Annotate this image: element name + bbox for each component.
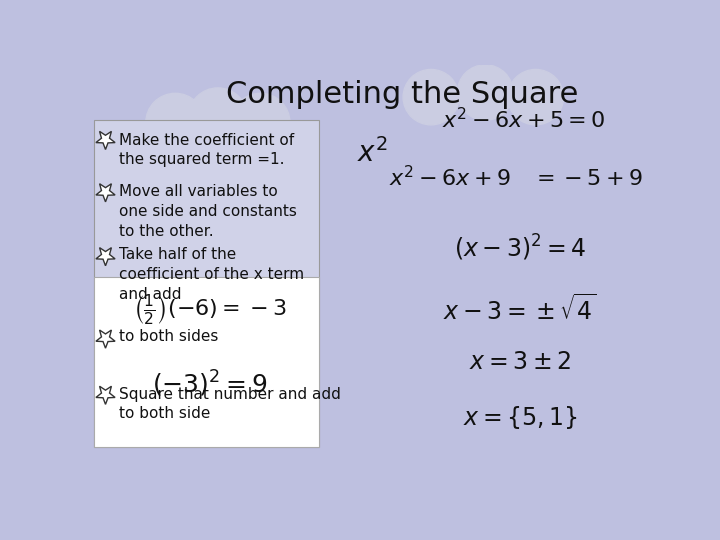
- Text: to both sides: to both sides: [120, 329, 219, 344]
- Circle shape: [457, 65, 513, 120]
- Text: $x^2 - 6x + 5 = 0$: $x^2 - 6x + 5 = 0$: [442, 107, 606, 132]
- Text: $x = 3\pm 2$: $x = 3\pm 2$: [469, 350, 571, 374]
- Circle shape: [508, 70, 564, 125]
- Polygon shape: [96, 330, 115, 348]
- Text: $x^2$: $x^2$: [357, 138, 388, 168]
- FancyBboxPatch shape: [94, 120, 319, 448]
- FancyBboxPatch shape: [94, 276, 319, 448]
- Polygon shape: [96, 131, 115, 150]
- Text: Take half of the
coefficient of the x term
and add: Take half of the coefficient of the x te…: [120, 247, 305, 302]
- Circle shape: [189, 88, 248, 146]
- Circle shape: [403, 70, 459, 125]
- Text: $x^2 - 6x+9\quad = -5+9$: $x^2 - 6x+9\quad = -5+9$: [390, 165, 643, 190]
- Text: Make the coefficient of
the squared term =1.: Make the coefficient of the squared term…: [120, 132, 294, 167]
- Circle shape: [145, 93, 204, 152]
- Text: $\left(\frac{1}{2}\right)(-6) = -3$: $\left(\frac{1}{2}\right)(-6) = -3$: [133, 292, 287, 327]
- Circle shape: [231, 93, 290, 152]
- Text: $(-3)^2 = 9$: $(-3)^2 = 9$: [153, 369, 268, 399]
- Text: $x-3 = \pm\sqrt{4}$: $x-3 = \pm\sqrt{4}$: [444, 294, 597, 325]
- Text: Square that number and add
to both side: Square that number and add to both side: [120, 387, 341, 421]
- Text: $(x-3)^2 = 4$: $(x-3)^2 = 4$: [454, 233, 586, 263]
- Polygon shape: [96, 184, 115, 202]
- Text: Completing the Square: Completing the Square: [225, 79, 578, 109]
- Polygon shape: [96, 248, 115, 266]
- Text: Move all variables to
one side and constants
to the other.: Move all variables to one side and const…: [120, 184, 297, 239]
- Text: $x = \{5,1\}$: $x = \{5,1\}$: [463, 403, 577, 430]
- Polygon shape: [96, 386, 115, 404]
